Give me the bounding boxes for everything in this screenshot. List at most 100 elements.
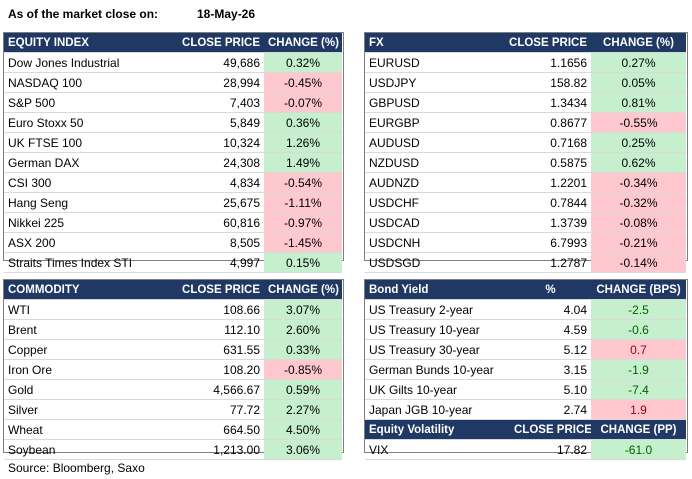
- table-row: ASX 200 8,505 -1.45%: [4, 232, 342, 253]
- row-change: 0.27%: [591, 52, 686, 73]
- row-name: Euro Stoxx 50: [4, 112, 174, 133]
- row-name: EURUSD: [365, 52, 490, 73]
- table-row: USDCAD 1.3739 -0.08%: [365, 212, 686, 233]
- row-name: ASX 200: [4, 232, 174, 253]
- row-change: -0.6: [591, 319, 686, 340]
- row-close-price: 77.72: [174, 399, 264, 420]
- row-change: -0.07%: [264, 92, 342, 113]
- row-name: US Treasury 30-year: [365, 339, 510, 360]
- row-name: GBPUSD: [365, 92, 490, 113]
- row-close-price: 3.15: [510, 359, 591, 380]
- row-close-price: 112.10: [174, 319, 264, 340]
- fx-header-row: FX CLOSE PRICE CHANGE (%): [365, 33, 686, 53]
- row-close-price: 10,324: [174, 132, 264, 153]
- equity-header-row: EQUITY INDEX CLOSE PRICE CHANGE (%): [4, 33, 342, 53]
- row-name: Wheat: [4, 419, 174, 440]
- row-close-price: 0.8677: [490, 112, 591, 133]
- commodity-table: COMMODITY CLOSE PRICE CHANGE (%) WTI 108.…: [4, 280, 342, 460]
- row-close-price: 1.2787: [490, 252, 591, 273]
- table-row: Hang Seng 25,675 -1.11%: [4, 192, 342, 213]
- col-header-commodity: COMMODITY: [4, 280, 174, 300]
- row-change: -0.55%: [591, 112, 686, 133]
- row-change: 0.81%: [591, 92, 686, 113]
- row-name: WTI: [4, 299, 174, 320]
- row-change: -1.45%: [264, 232, 342, 253]
- row-change: -0.14%: [591, 252, 686, 273]
- table-row: CSI 300 4,834 -0.54%: [4, 172, 342, 193]
- table-row: Brent 112.10 2.60%: [4, 319, 342, 340]
- table-row: USDJPY 158.82 0.05%: [365, 72, 686, 93]
- table-row: German Bunds 10-year 3.15 -1.9: [365, 359, 686, 380]
- col-header-bond-yield: Bond Yield: [365, 280, 510, 300]
- col-header-equity-volatility: Equity Volatility: [365, 419, 510, 440]
- row-change: 0.36%: [264, 112, 342, 133]
- table-row: UK Gilts 10-year 5.10 -7.4: [365, 379, 686, 400]
- row-change: -1.9: [591, 359, 686, 380]
- row-name: US Treasury 2-year: [365, 299, 510, 320]
- table-row: US Treasury 2-year 4.04 -2.5: [365, 299, 686, 320]
- row-name: Hang Seng: [4, 192, 174, 213]
- row-change: 4.50%: [264, 419, 342, 440]
- row-change: 0.32%: [264, 52, 342, 73]
- table-row: Copper 631.55 0.33%: [4, 339, 342, 360]
- as-of-label: As of the market close on:: [8, 7, 159, 21]
- row-change: 0.15%: [264, 252, 342, 273]
- row-change: -0.54%: [264, 172, 342, 193]
- row-close-price: 5.10: [510, 379, 591, 400]
- row-close-price: 108.66: [174, 299, 264, 320]
- row-name: Brent: [4, 319, 174, 340]
- row-close-price: 28,994: [174, 72, 264, 93]
- row-change: 2.60%: [264, 319, 342, 340]
- row-change: 0.7: [591, 339, 686, 360]
- row-name: Silver: [4, 399, 174, 420]
- bond-table: Bond Yield % CHANGE (BPS) US Treasury 2-…: [365, 280, 686, 460]
- row-close-price: 17.82: [510, 439, 591, 460]
- row-name: NASDAQ 100: [4, 72, 174, 93]
- table-row: Silver 77.72 2.27%: [4, 399, 342, 420]
- row-close-price: 631.55: [174, 339, 264, 360]
- row-change: -61.0: [591, 439, 686, 460]
- row-close-price: 1.1656: [490, 52, 591, 73]
- equity-table: EQUITY INDEX CLOSE PRICE CHANGE (%) Dow …: [4, 33, 342, 273]
- row-change: 3.06%: [264, 439, 342, 460]
- commodity-header-row: COMMODITY CLOSE PRICE CHANGE (%): [4, 280, 342, 300]
- row-close-price: 1.2201: [490, 172, 591, 193]
- row-change: -0.97%: [264, 212, 342, 233]
- row-name: VIX: [365, 439, 510, 460]
- row-name: US Treasury 10-year: [365, 319, 510, 340]
- row-name: Iron Ore: [4, 359, 174, 380]
- row-change: 1.9: [591, 399, 686, 420]
- table-row: Nikkei 225 60,816 -0.97%: [4, 212, 342, 233]
- row-close-price: 108.20: [174, 359, 264, 380]
- row-name: Gold: [4, 379, 174, 400]
- row-name: AUDNZD: [365, 172, 490, 193]
- row-change: -0.32%: [591, 192, 686, 213]
- row-close-price: 1,213.00: [174, 439, 264, 460]
- table-row: Euro Stoxx 50 5,849 0.36%: [4, 112, 342, 133]
- row-change: 0.25%: [591, 132, 686, 153]
- table-row: WTI 108.66 3.07%: [4, 299, 342, 320]
- row-name: Nikkei 225: [4, 212, 174, 233]
- table-row: Dow Jones Industrial 49,686 0.32%: [4, 52, 342, 73]
- table-row: US Treasury 10-year 4.59 -0.6: [365, 319, 686, 340]
- row-change: 2.27%: [264, 399, 342, 420]
- row-close-price: 0.5875: [490, 152, 591, 173]
- row-name: USDSGD: [365, 252, 490, 273]
- row-close-price: 158.82: [490, 72, 591, 93]
- row-name: AUDUSD: [365, 132, 490, 153]
- row-close-price: 7,403: [174, 92, 264, 113]
- row-name: UK FTSE 100: [4, 132, 174, 153]
- row-close-price: 4,566.67: [174, 379, 264, 400]
- table-row: Wheat 664.50 4.50%: [4, 419, 342, 440]
- row-change: -1.11%: [264, 192, 342, 213]
- row-close-price: 1.3739: [490, 212, 591, 233]
- table-row: USDSGD 1.2787 -0.14%: [365, 252, 686, 273]
- col-header-fx: FX: [365, 33, 490, 53]
- row-name: USDCNH: [365, 232, 490, 253]
- row-name: Dow Jones Industrial: [4, 52, 174, 73]
- row-change: -0.45%: [264, 72, 342, 93]
- col-header-change: CHANGE (%): [591, 33, 686, 53]
- row-close-price: 6.7993: [490, 232, 591, 253]
- row-change: 0.62%: [591, 152, 686, 173]
- row-change: -0.85%: [264, 359, 342, 380]
